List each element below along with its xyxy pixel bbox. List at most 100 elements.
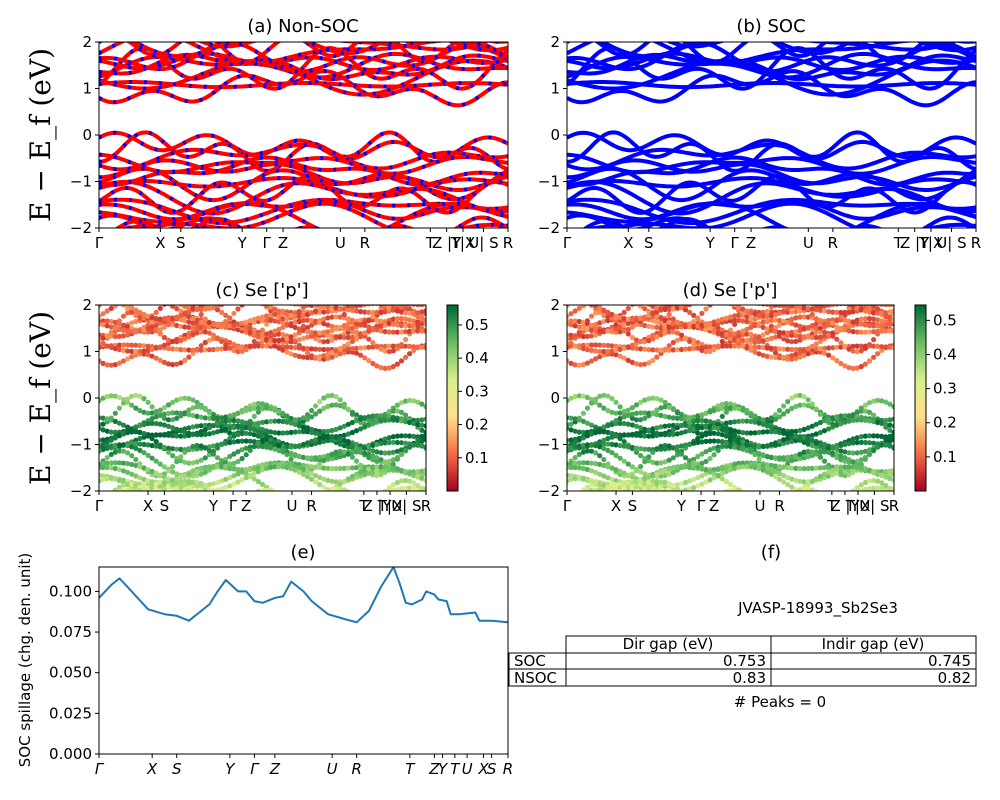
panel-c-point [101,297,106,302]
panel-d-point [629,334,636,341]
panel-d-point [593,443,599,449]
panel-c-point [157,320,163,326]
panel-c-point [423,345,426,351]
panel-d-point [764,337,770,343]
panel-c-point [304,416,311,422]
panel-c-point [349,454,355,460]
panel-c-point [223,338,229,344]
panel-c-point [104,308,110,314]
panel-c-point [280,310,286,316]
panel-c-point [378,288,383,293]
panel-c-point [104,362,110,368]
panel-c-point [403,440,409,446]
panel-d-point [723,409,730,415]
panel-c-point [341,438,347,444]
panel-d-point [703,306,709,312]
panel-c-point [358,282,363,287]
panel-c-point [358,294,363,299]
panel-d-point [682,463,689,469]
panel-c-point [268,505,273,510]
panel-c-point [329,294,334,299]
panel-d-point [785,408,791,414]
panel-c-point [276,501,281,506]
panel-c-point [243,407,249,414]
panel-c-point [223,476,229,482]
panel-d-point [703,471,709,477]
panel-c-point [194,423,200,429]
panel-c-point [190,397,196,403]
panel-d-point [727,331,734,337]
panel-c-point [280,324,286,330]
panel-b-band-26 [567,42,976,66]
panel-c-point [240,516,245,521]
panel-d-point [699,473,705,479]
panel-c-point [329,333,335,339]
panel-c-point [391,294,396,299]
panel-d-point [646,474,652,480]
panel-d-point [650,295,655,300]
panel-c-point [334,491,339,496]
panel-d-point [891,328,894,334]
panel-b-band-28 [598,42,959,59]
panel-d-point [850,436,856,442]
panel-c-point [378,440,384,447]
panel-d-point [666,423,672,429]
panel-d-point [826,345,832,351]
panel-c-point [251,413,257,419]
panel-c-point [186,506,191,511]
panel-d-point [810,494,815,499]
panel-d-point [772,317,779,323]
panel-d-point [589,513,594,518]
panel-c-point [203,285,208,290]
panel-c-point [296,423,302,429]
panel-d-point [568,311,574,317]
panel-d-point [678,336,685,342]
panel-c-point [255,468,261,475]
panel-c-title: (c) Se ['p'] [215,280,308,301]
panel-d-point [818,491,823,496]
panel-c-point [133,307,139,313]
panel-c-point [206,415,212,421]
panel-d-point [572,333,578,339]
panel-c-point [243,425,249,431]
panel-d-point [678,430,685,436]
panel-c-point [276,492,281,497]
panel-c-point [174,433,180,439]
panel-c-point [104,323,110,329]
panel-d-point [805,436,811,442]
panel-c-point [198,443,204,449]
panel-c-point [202,415,208,421]
panel-d-point [797,427,803,434]
panel-c-point [113,295,118,300]
panel-d-point [818,508,823,513]
panel-c-point [112,465,118,472]
panel-c-point [362,309,368,315]
panel-c-point [423,298,428,303]
panel-c-point [210,322,216,328]
panel-d-point [605,475,611,481]
panel-d-point [633,445,640,451]
panel-d-point [617,455,623,461]
panel-c-point [113,297,118,302]
panel-d-point [789,329,795,336]
panel-c-point [182,433,188,439]
panel-c-point [108,475,114,481]
panel-d-point [736,317,742,324]
panel-d-point [584,448,591,454]
panel-d-point [625,305,631,311]
panel-c-point [161,359,167,365]
panel-d-point [723,488,729,491]
panel-c-point [390,439,396,445]
panel-c-point [214,463,221,469]
panel-d-point [789,498,794,503]
panel-d-point [629,486,635,491]
panel-c-point [391,281,396,286]
panel-c-point [210,430,216,436]
panel-c-point [235,424,241,430]
panel-d-point [793,333,799,339]
panel-c-point [231,322,237,328]
panel-c-point [210,481,216,487]
panel-c-point [100,318,106,324]
panel-c-point [362,467,368,473]
panel-c-point [292,313,298,319]
